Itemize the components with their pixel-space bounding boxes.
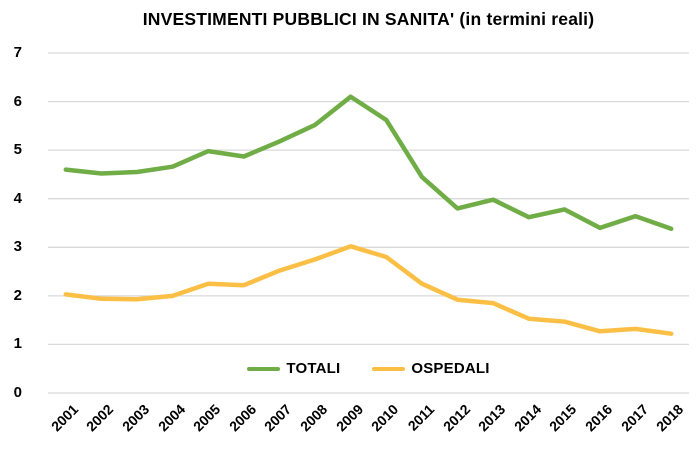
legend-label-totali: TOTALI bbox=[286, 360, 341, 377]
y-tick-label-1: 1 bbox=[13, 335, 22, 353]
y-tick-label-3: 3 bbox=[13, 238, 22, 256]
legend-label-ospedali: OSPEDALI bbox=[411, 360, 490, 377]
y-tick-label-0: 0 bbox=[13, 384, 22, 401]
legend-item-totali: TOTALI bbox=[247, 360, 340, 377]
y-tick-label-5: 5 bbox=[13, 141, 22, 159]
line-series-totali bbox=[63, 94, 674, 232]
chart-title: INVESTIMENTI PUBBLICI IN SANITA' (in ter… bbox=[142, 9, 595, 29]
legend: TOTALI OSPEDALI bbox=[48, 360, 689, 377]
line-series-ospedali bbox=[63, 244, 674, 336]
legend-swatch-totali bbox=[247, 366, 281, 371]
y-tick-label-7: 7 bbox=[13, 44, 22, 61]
legend-item-ospedali: OSPEDALI bbox=[372, 360, 489, 377]
legend-swatch-ospedali bbox=[372, 366, 406, 371]
y-tick-label-6: 6 bbox=[13, 92, 22, 110]
y-tick-label-4: 4 bbox=[13, 189, 22, 207]
y-tick-label-2: 2 bbox=[13, 286, 22, 304]
